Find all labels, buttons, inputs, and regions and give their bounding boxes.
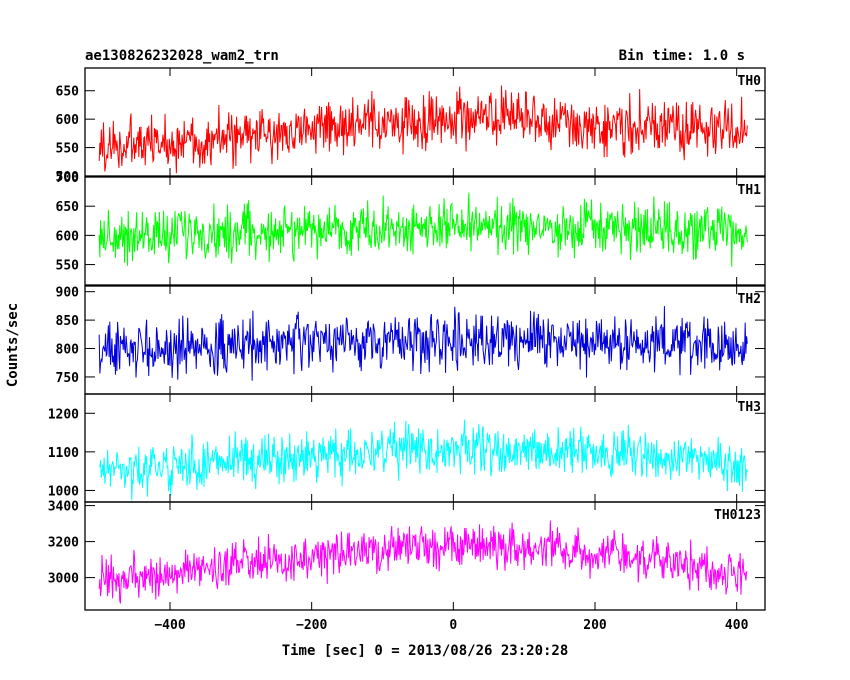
y-tick-label: 1000 bbox=[48, 484, 79, 499]
y-tick-label: 600 bbox=[56, 229, 80, 244]
x-tick-label: 200 bbox=[583, 618, 607, 633]
x-axis: −400 −200 0 200 400 bbox=[154, 618, 748, 633]
y-tick-label: 550 bbox=[56, 142, 80, 157]
y-tick-label: 650 bbox=[56, 200, 80, 215]
x-axis-label: Time [sec] 0 = 2013/08/26 23:20:28 bbox=[282, 643, 569, 659]
series-line-th2 bbox=[98, 306, 748, 381]
y-tick-label: 700 bbox=[56, 171, 80, 186]
y-tick-label: 800 bbox=[56, 343, 80, 358]
series-line-th0 bbox=[98, 85, 748, 174]
y-axis-label: Counts/sec bbox=[5, 303, 21, 387]
x-tick-label: −200 bbox=[296, 618, 327, 633]
series-line-th3 bbox=[99, 419, 748, 501]
chart-title: ae130826232028_wam2_trn bbox=[85, 48, 279, 64]
panel-th2: 750 800 850 900 TH2 bbox=[56, 285, 766, 395]
panel-frame bbox=[84, 67, 766, 177]
panels-group: 500 550 600 650 TH0 550 600 650 700 TH1 750 800 850 9… bbox=[48, 67, 766, 611]
panel-label: TH0123 bbox=[714, 508, 761, 523]
series-line-th1 bbox=[98, 192, 748, 267]
y-tick-label: 3200 bbox=[48, 536, 79, 551]
series-line-th0123 bbox=[98, 520, 748, 604]
bin-time-label: Bin time: 1.0 s bbox=[619, 48, 745, 64]
panel-label: TH2 bbox=[738, 292, 761, 307]
panel-frame bbox=[84, 176, 766, 286]
y-tick-label: 600 bbox=[56, 113, 80, 128]
panel-label: TH0 bbox=[738, 74, 762, 89]
y-tick-label: 1200 bbox=[48, 407, 79, 422]
panel-label: TH1 bbox=[738, 183, 762, 198]
x-tick-label: 400 bbox=[725, 618, 749, 633]
y-tick-label: 850 bbox=[56, 314, 80, 329]
y-tick-label: 500 bbox=[56, 170, 80, 185]
panel-th1: 550 600 650 700 TH1 bbox=[56, 171, 766, 286]
y-tick-label: 3400 bbox=[48, 500, 79, 515]
panel-th3: 1000 1100 1200 TH3 bbox=[48, 393, 766, 503]
y-tick-label: 3000 bbox=[48, 572, 79, 587]
y-tick-label: 650 bbox=[56, 85, 80, 100]
panel-label: TH3 bbox=[738, 400, 761, 415]
x-tick-label: −400 bbox=[154, 618, 185, 633]
panel-frame bbox=[84, 501, 766, 611]
y-tick-label: 750 bbox=[56, 371, 80, 386]
y-tick-label: 1100 bbox=[48, 446, 79, 461]
panel-frame bbox=[84, 393, 766, 503]
panel-th0: 500 550 600 650 TH0 bbox=[56, 67, 766, 185]
panel-th0123: 3000 3200 3400 TH0123 bbox=[48, 500, 766, 611]
y-tick-label: 900 bbox=[56, 286, 80, 301]
x-tick-label: 0 bbox=[449, 618, 457, 633]
y-tick-label: 550 bbox=[56, 259, 80, 274]
